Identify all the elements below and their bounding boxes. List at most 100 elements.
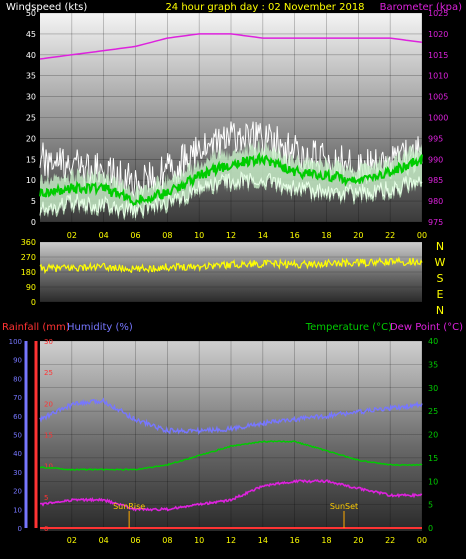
wind-x-tick-label: 14 (258, 231, 268, 240)
barometer-tick-label: 1020 (428, 30, 448, 39)
rain-tick-label: 15 (44, 432, 53, 440)
humidity-tick-label: 60 (13, 413, 22, 421)
bottom-x-tick-label: 12 (226, 536, 236, 545)
barometer-tick-label: 1000 (428, 114, 448, 123)
dewpoint-line (39, 479, 423, 512)
humidity-tick-label: 90 (13, 357, 22, 365)
bottom-x-tick-label: 02 (67, 536, 77, 545)
bottom-x-tick-labels: 02 04 06 08 10 12 14 16 18 20 22 00 (67, 536, 427, 545)
wind-x-tick-label: 10 (194, 231, 204, 240)
bottom-x-tick-label: 06 (130, 536, 140, 545)
temperature-tick-label: 0 (428, 524, 433, 533)
windspeed-tick-label: 5 (31, 197, 36, 206)
temperature-tick-label: 35 (428, 360, 438, 369)
humidity-axis-label: Humidity (%) (67, 322, 133, 333)
sunrise-label: SunRise (113, 502, 145, 511)
wind-average-line (39, 151, 423, 207)
temperature-tick-label: 5 (428, 501, 433, 510)
humidity-tick-label: 80 (13, 375, 22, 383)
dewpoint-axis-label: Dew Point (°C) (390, 322, 463, 333)
chart-title: 24 hour graph day : 02 November 2018 (165, 2, 364, 13)
bottom-series (39, 397, 423, 529)
direction-tick-label: 270 (21, 253, 36, 262)
wind-x-tick-label: 00 (417, 231, 427, 240)
direction-series (39, 256, 423, 275)
bottom-x-tick-label: 18 (321, 536, 331, 545)
temperature-tick-label: 25 (428, 407, 438, 416)
windspeed-tick-label: 30 (26, 93, 36, 102)
barometer-line (39, 33, 423, 60)
direction-tick-label: 180 (21, 268, 36, 277)
barometer-tick-labels: 975 980 985 990 995 1000 1005 1010 1015 1020 1025 (428, 9, 448, 227)
sun-markers: SunRise SunSet (113, 502, 358, 528)
compass-label: S (437, 272, 444, 285)
barometer-tick-label: 990 (428, 155, 443, 164)
windspeed-tick-label: 25 (26, 114, 36, 123)
windspeed-tick-labels: 0 5 10 15 20 25 30 35 40 45 50 (26, 9, 36, 227)
humidity-tick-label: 40 (13, 450, 22, 458)
direction-panel-grid (40, 241, 422, 303)
wind-x-tick-label: 02 (67, 231, 77, 240)
direction-panel-background (40, 242, 422, 302)
sunset-label: SunSet (330, 502, 358, 511)
temperature-axis-label: Temperature (°C) (305, 322, 392, 333)
wind-x-tick-label: 08 (162, 231, 172, 240)
wind-series (39, 33, 423, 222)
bottom-x-tick-label: 16 (290, 536, 300, 545)
wind-x-tick-label: 22 (385, 231, 395, 240)
wind-low-line (39, 170, 423, 218)
bottom-x-tick-label: 14 (258, 536, 268, 545)
barometer-axis-label: Barometer (kpa) (380, 2, 462, 13)
wind-x-tick-label: 04 (99, 231, 109, 240)
windspeed-tick-label: 35 (26, 72, 36, 81)
rain-tick-label: 10 (44, 463, 53, 471)
direction-tick-label: 90 (26, 283, 36, 292)
windspeed-tick-label: 15 (26, 155, 36, 164)
humidity-tick-label: 50 (13, 432, 22, 440)
humidity-tick-label: 100 (9, 338, 22, 346)
wind-x-tick-label: 12 (226, 231, 236, 240)
rain-tick-label: 30 (44, 338, 53, 346)
wind-x-tick-label: 18 (321, 231, 331, 240)
bottom-x-tick-label: 22 (385, 536, 395, 545)
wind-direction-line (39, 256, 423, 275)
bottom-x-tick-label: 10 (194, 536, 204, 545)
bottom-x-tick-label: 20 (353, 536, 363, 545)
temperature-line (40, 440, 423, 472)
barometer-tick-label: 1010 (428, 72, 448, 81)
compass-label: N (436, 240, 444, 253)
wind-x-tick-labels: 02 04 06 08 10 12 14 16 18 20 22 00 (67, 231, 427, 240)
bottom-panel-axes: 0102030405060708090100051015202530051015… (9, 337, 439, 533)
direction-tick-labels: 0 90 180 270 360 (21, 238, 36, 307)
rain-tick-label: 20 (44, 400, 53, 408)
windspeed-tick-label: 0 (31, 218, 36, 227)
rain-tick-label: 25 (44, 369, 53, 377)
windspeed-tick-label: 10 (26, 176, 36, 185)
rain-tick-label: 5 (44, 494, 48, 502)
barometer-tick-label: 1025 (428, 9, 448, 18)
wind-x-tick-label: 20 (353, 231, 363, 240)
compass-label: E (437, 288, 444, 301)
windspeed-tick-label: 45 (26, 30, 36, 39)
direction-tick-label: 360 (21, 238, 36, 247)
barometer-tick-label: 1015 (428, 51, 448, 60)
rainfall-axis-label: Rainfall (mm) (2, 322, 70, 333)
wind-x-tick-label: 16 (290, 231, 300, 240)
barometer-tick-label: 1005 (428, 93, 448, 102)
temperature-tick-label: 15 (428, 454, 438, 463)
temperature-tick-label: 30 (428, 384, 438, 393)
windspeed-tick-label: 50 (26, 9, 36, 18)
windspeed-tick-label: 40 (26, 51, 36, 60)
wind-x-tick-label: 06 (130, 231, 140, 240)
windspeed-axis-label: Windspeed (kts) (6, 2, 87, 13)
temperature-tick-label: 40 (428, 337, 438, 346)
humidity-tick-label: 20 (13, 488, 22, 496)
humidity-line (39, 397, 423, 436)
humidity-tick-label: 10 (13, 506, 22, 514)
windspeed-tick-label: 20 (26, 134, 36, 143)
barometer-tick-label: 975 (428, 218, 443, 227)
compass-label: W (435, 256, 446, 269)
temperature-tick-label: 10 (428, 477, 438, 486)
